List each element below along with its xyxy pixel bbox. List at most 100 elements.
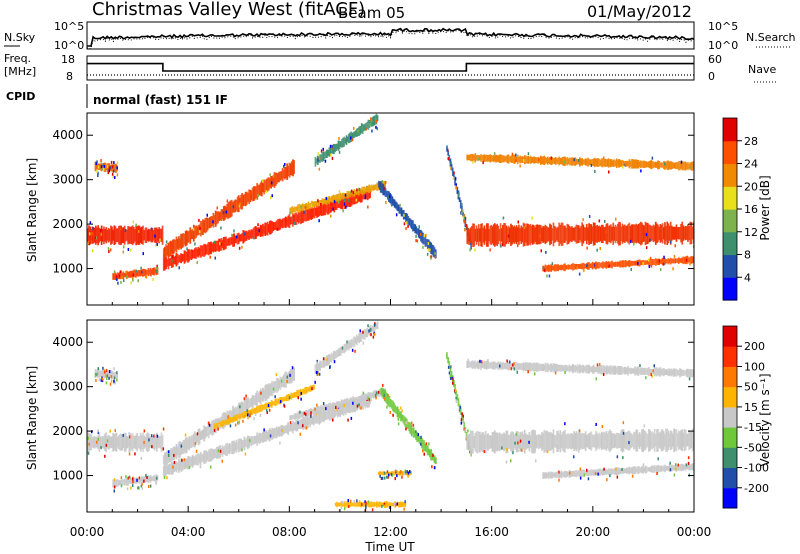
data-speckle — [381, 476, 384, 480]
data-speckle — [206, 213, 208, 217]
data-band-7-cell — [430, 242, 432, 254]
data-band-12-cell — [669, 465, 672, 471]
data-band-10-cell — [690, 432, 693, 449]
data-band-4-cell — [171, 448, 173, 462]
data-band-3-cell — [332, 407, 334, 419]
data-band-3-cell — [197, 246, 200, 258]
data-speckle — [512, 451, 514, 455]
data-band-11-cell — [660, 259, 663, 265]
data-band-7-cell — [344, 343, 347, 352]
data-band-7-cell — [391, 196, 394, 206]
data-band-10-cell — [503, 155, 505, 163]
data-speckle — [628, 441, 630, 445]
data-speckle — [394, 477, 396, 481]
data-speckle — [257, 223, 259, 227]
data-band-2-cell — [119, 480, 121, 486]
data-band-3-cell — [355, 192, 358, 204]
data-band-10-cell — [642, 428, 644, 453]
data-band-10-cell — [483, 154, 486, 162]
data-band-0-cell — [147, 433, 150, 451]
data-band-3-cell — [283, 425, 286, 434]
data-band-3-cell — [207, 449, 210, 462]
data-speckle — [406, 421, 409, 425]
data-speckle — [429, 248, 431, 252]
data-band-0-cell — [89, 434, 91, 451]
data-band-8-cell — [407, 421, 409, 429]
data-speckle — [558, 470, 560, 474]
data-band-10-cell — [595, 158, 597, 167]
data-band-5-cell — [355, 189, 358, 195]
data-speckle — [97, 431, 99, 435]
data-band-10-cell — [617, 160, 619, 167]
data-band-3-cell — [366, 188, 369, 201]
data-band-11-cell — [587, 365, 589, 374]
data-band-3-cell — [289, 216, 292, 225]
data-band-9-cell — [534, 227, 536, 242]
data-band-12-cell — [668, 464, 671, 472]
data-speckle — [662, 262, 665, 266]
data-band-11-cell — [594, 366, 596, 373]
data-band-10-cell — [654, 434, 657, 447]
data-speckle — [461, 203, 463, 207]
data-band-3-cell — [182, 459, 185, 470]
data-band-4-cell — [262, 183, 264, 193]
data-band-10-cell — [652, 161, 655, 169]
data-band-9-cell — [526, 223, 528, 246]
data-speckle — [401, 409, 403, 413]
data-band-12-cell — [636, 466, 639, 474]
data-speckle — [266, 409, 268, 413]
data-speckle — [505, 460, 508, 464]
data-band-7-cell — [372, 325, 374, 332]
data-band-4-cell — [204, 218, 207, 234]
data-band-8-cell — [389, 399, 392, 407]
data-band-3-cell — [228, 443, 231, 455]
data-speckle — [515, 158, 517, 162]
data-speckle — [605, 230, 607, 233]
data-band-5-cell — [239, 413, 242, 419]
data-speckle — [512, 363, 514, 367]
data-band-5-cell — [354, 190, 357, 196]
data-band-6-cell — [323, 405, 326, 412]
data-band-14-cell — [360, 501, 362, 508]
data-band-11-cell — [675, 368, 678, 377]
data-band-13-cell — [391, 471, 394, 476]
data-band-10-cell — [488, 154, 490, 162]
data-band-7-cell — [327, 354, 329, 366]
data-band-4-cell — [168, 241, 171, 257]
data-band-9-cell — [587, 227, 589, 241]
data-speckle — [271, 194, 273, 198]
data-band-11-cell — [692, 370, 694, 376]
data-band-11-cell — [635, 261, 638, 266]
data-band-0-cell — [161, 434, 164, 450]
data-speckle — [407, 474, 409, 478]
data-band-3-cell — [267, 223, 270, 233]
data-band-3-cell — [297, 421, 300, 429]
data-speckle — [304, 205, 307, 209]
data-speckle — [410, 433, 413, 437]
data-speckle — [284, 163, 286, 166]
data-band-7-cell — [334, 351, 336, 359]
data-band-9-cell — [691, 226, 694, 240]
data-band-10-cell — [598, 432, 601, 450]
data-band-6-cell — [298, 411, 301, 420]
data-speckle — [428, 442, 430, 446]
data-band-12-cell — [551, 471, 554, 479]
data-speckle — [367, 396, 369, 400]
data-speckle — [579, 476, 582, 480]
data-band-4-cell — [274, 172, 277, 186]
data-speckle — [233, 229, 235, 233]
data-band-11-cell — [690, 369, 693, 378]
data-speckle — [123, 245, 125, 249]
data-band-11-cell — [648, 367, 650, 377]
data-band-3-cell — [300, 419, 302, 429]
data-band-10-cell — [636, 160, 639, 169]
data-band-11-cell — [485, 360, 488, 370]
data-band-9-cell — [574, 226, 577, 242]
data-band-10-cell — [669, 430, 672, 451]
data-band-12-cell — [575, 469, 578, 478]
data-speckle — [455, 399, 458, 403]
data-band-5-cell — [325, 196, 328, 205]
data-speckle — [427, 242, 430, 245]
data-band-4-cell — [181, 442, 184, 454]
data-band-12-cell — [545, 472, 548, 479]
